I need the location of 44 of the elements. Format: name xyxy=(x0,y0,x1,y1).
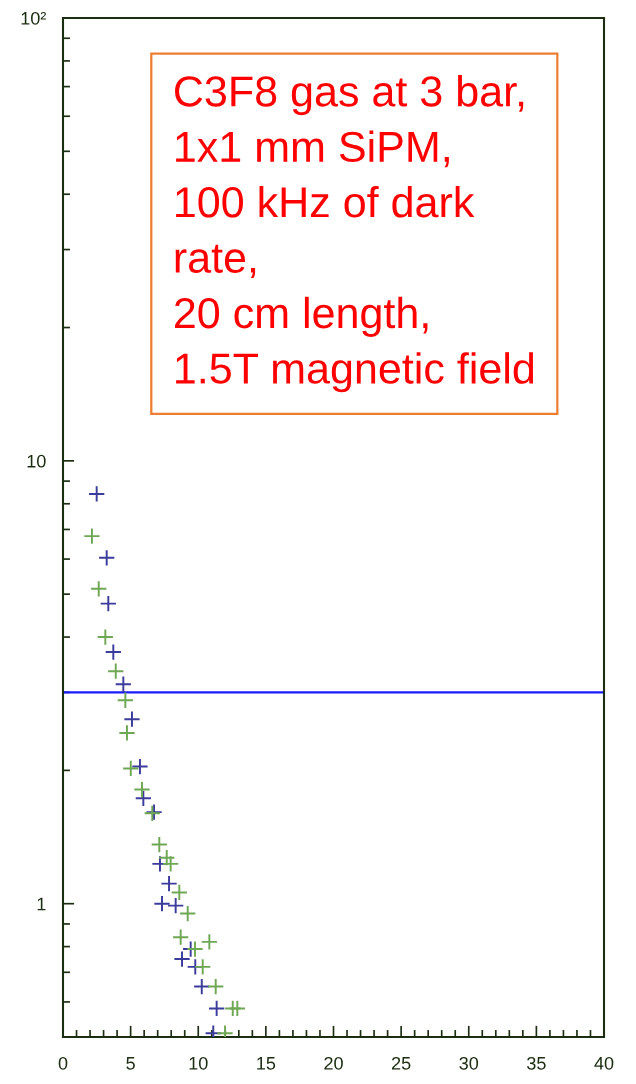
point xyxy=(160,875,178,893)
x-tick-label: 5 xyxy=(126,1057,135,1070)
point xyxy=(170,883,188,902)
point xyxy=(104,643,122,661)
point xyxy=(96,628,114,646)
x-tick-label: 0 xyxy=(58,1056,68,1070)
point xyxy=(150,835,168,854)
point xyxy=(228,999,246,1018)
y-tick-label: 10² xyxy=(21,11,46,25)
point xyxy=(207,977,225,996)
x-tick-label: 35 xyxy=(527,1056,546,1070)
point xyxy=(114,675,132,693)
annotation: C3F8 gas at 3 bar, 1x1 mm SiPM, 100 kHz of dark rate, 20 cm length, 1.5T magnetic field xyxy=(174,75,534,393)
point xyxy=(131,757,149,776)
point xyxy=(200,933,218,951)
point xyxy=(167,897,185,915)
point xyxy=(116,691,134,709)
point xyxy=(118,724,136,742)
point xyxy=(179,904,197,923)
point xyxy=(208,999,226,1018)
point xyxy=(122,759,140,778)
point xyxy=(88,485,106,503)
point xyxy=(83,527,101,545)
point xyxy=(153,895,171,913)
point xyxy=(193,977,211,996)
x-tick-label: 15 xyxy=(257,1057,276,1070)
x-tick-label: 10 xyxy=(189,1056,208,1070)
y-tick-label: 1 xyxy=(37,897,46,911)
point xyxy=(107,662,125,680)
point xyxy=(133,780,151,799)
point xyxy=(134,789,152,807)
y-tick-label: 10 xyxy=(27,454,46,468)
point xyxy=(99,595,117,613)
point xyxy=(194,958,212,976)
point xyxy=(162,855,180,873)
x-tick-label: 40 xyxy=(594,1056,614,1070)
x-tick-label: 30 xyxy=(459,1056,479,1070)
point xyxy=(186,940,204,958)
x-tick-label: 20 xyxy=(324,1056,343,1070)
x-tick-label: 25 xyxy=(391,1056,411,1070)
point xyxy=(123,710,141,728)
point xyxy=(90,580,108,598)
point xyxy=(98,549,116,567)
point xyxy=(172,928,190,946)
